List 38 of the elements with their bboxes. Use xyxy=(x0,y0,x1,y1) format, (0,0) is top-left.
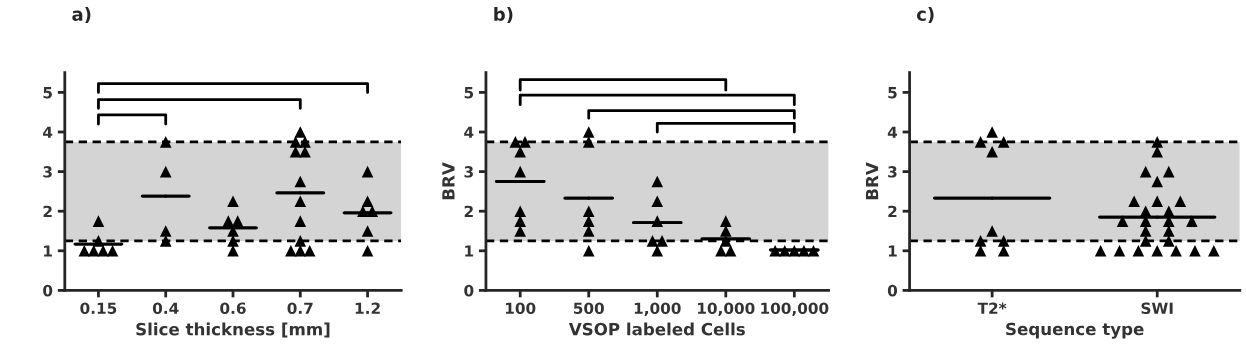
x-axis-title: VSOP labeled Cells xyxy=(568,322,745,336)
y-tick-label: 2 xyxy=(464,205,473,217)
y-tick-label: 0 xyxy=(43,284,53,297)
x-tick-label: 100 xyxy=(505,302,536,315)
y-tick-label: 4 xyxy=(887,126,898,138)
y-tick-label: 3 xyxy=(888,166,897,178)
x-tick-label: SWI xyxy=(1141,302,1173,315)
y-tick-label: 0 xyxy=(887,284,898,297)
y-tick-label: 2 xyxy=(43,205,52,217)
y-tick-label: 5 xyxy=(888,87,897,99)
x-tick-label: 1,000 xyxy=(634,302,681,316)
x-tick-label: 0.4 xyxy=(152,302,179,315)
y-tick-label: 1 xyxy=(888,245,897,257)
chart-title: c) xyxy=(916,7,934,24)
y-tick-label: 1 xyxy=(44,245,52,257)
y-tick-label: 2 xyxy=(888,205,897,217)
y-tick-label: 3 xyxy=(464,166,473,178)
y-tick-label: 3 xyxy=(43,166,52,178)
x-tick-label: 1.2 xyxy=(355,302,380,314)
x-tick-label: 0.6 xyxy=(220,302,246,315)
chart-title: a) xyxy=(72,7,91,24)
x-tick-label: 0.7 xyxy=(287,302,313,315)
y-tick-label: 4 xyxy=(464,126,474,138)
x-tick-label: 0.15 xyxy=(80,302,117,315)
y-tick-label: 1 xyxy=(465,245,474,257)
y-axis-title: BRV xyxy=(865,162,879,200)
y-tick-label: 0 xyxy=(464,284,474,297)
y-tick-label: 5 xyxy=(43,87,52,99)
x-tick-label: 500 xyxy=(573,302,604,315)
chart-title: b) xyxy=(494,6,513,24)
x-tick-label: 100,000 xyxy=(761,302,829,316)
y-tick-label: 4 xyxy=(43,126,53,138)
y-axis-title: BRV xyxy=(442,162,455,200)
x-axis-title: Sequence type xyxy=(1006,322,1144,339)
y-tick-label: 5 xyxy=(464,87,474,99)
x-axis-title: Slice thickness [mm] xyxy=(136,322,330,338)
x-tick-label: T2* xyxy=(977,302,1007,314)
x-tick-label: 10,000 xyxy=(698,302,755,316)
